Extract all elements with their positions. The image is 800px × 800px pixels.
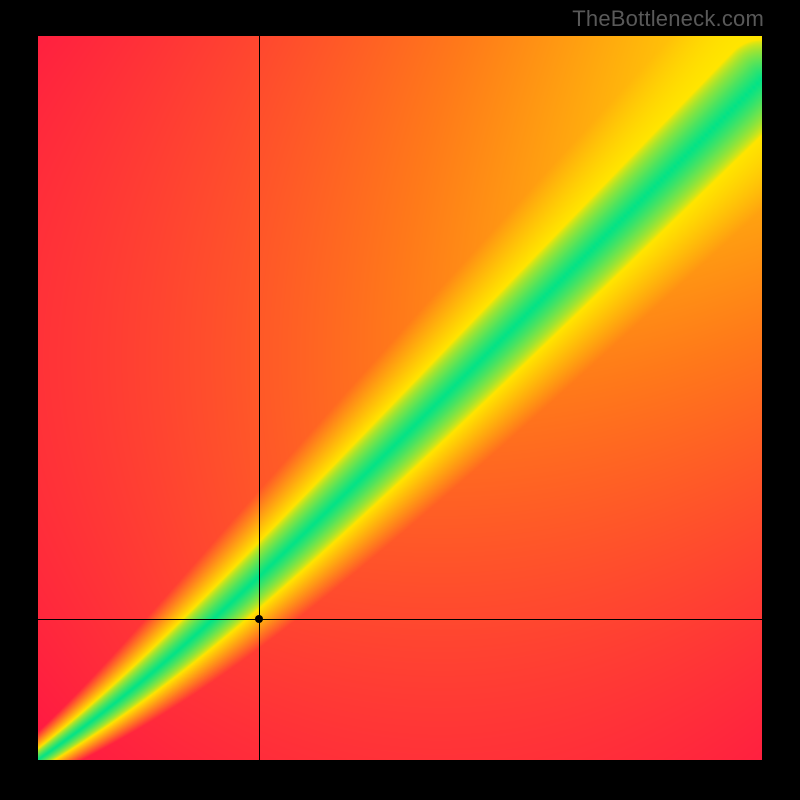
- heatmap-canvas: [38, 36, 762, 760]
- chart-container: TheBottleneck.com: [0, 0, 800, 800]
- selection-marker: [255, 615, 263, 623]
- plot-area: [38, 36, 762, 760]
- crosshair-vertical: [259, 36, 260, 760]
- watermark-text: TheBottleneck.com: [572, 6, 764, 32]
- crosshair-horizontal: [38, 619, 762, 620]
